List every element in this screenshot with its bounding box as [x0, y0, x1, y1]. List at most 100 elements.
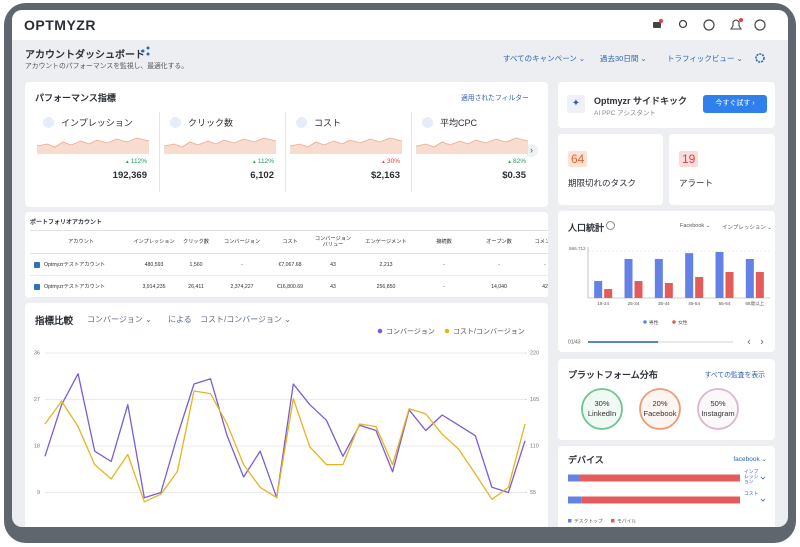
metric: コスト ▲ 30% $2,163 [285, 112, 406, 192]
network-filter[interactable]: Facebook [680, 223, 710, 229]
metric-icon [296, 117, 307, 128]
sparkline [37, 137, 149, 154]
metric: 平均CPC ▲ 82% $0.35 [411, 112, 532, 192]
expand-chevron[interactable] [760, 498, 766, 502]
prev-arrow[interactable] [747, 339, 751, 345]
x-tick-label: 45-54 [688, 301, 700, 306]
metric-value: $2,163 [370, 170, 400, 181]
megaphone-icon[interactable] [653, 22, 661, 28]
search-icon[interactable] [678, 19, 688, 29]
filter-link[interactable]: 適用されたフィルター [461, 95, 529, 102]
header-icons [653, 18, 766, 31]
y-tick-label: 36 [34, 350, 40, 356]
metric-value: 192,369 [112, 170, 147, 181]
bar-segment [580, 474, 740, 482]
alerts-card[interactable]: 19 アラート [669, 134, 775, 205]
legend-marker [611, 519, 615, 523]
cell: - [470, 253, 528, 276]
trend-arrow: ▲ [507, 159, 513, 164]
network-selector[interactable]: facebook [733, 455, 767, 463]
series-line [44, 390, 526, 503]
metric-value: 6,102 [250, 170, 274, 181]
cell: €7,067.68 [268, 253, 312, 276]
button-label: 今すぐ試す [715, 100, 751, 107]
series-line [44, 373, 526, 499]
comparison-card: 指標比較 コンバージョン による コスト/コンバージョン 9 18 27 36 55 11… [25, 303, 548, 527]
sparkline-line [37, 137, 149, 148]
column-header: アカウント [30, 230, 132, 254]
campaign-filter[interactable]: すべてのキャンペーン [503, 53, 585, 64]
metric-value: $0.35 [502, 170, 526, 181]
column-header: インプレッション [132, 230, 176, 254]
metric-change: ▲ 30% [381, 158, 400, 165]
bar [634, 281, 643, 298]
card-title: プラットフォーム分布 [568, 370, 658, 380]
change-value: 112% [257, 158, 274, 165]
cell: 2,213 [354, 253, 418, 276]
metric: クリック数 ▲ 112% 6,102 [159, 112, 280, 192]
portfolio-card: ポートフォリオアカウント アカウント インプレッション クリック数 コンバージョン コス… [25, 212, 548, 298]
settings-icon[interactable] [754, 52, 766, 64]
try-button[interactable]: 今すぐ試す › [703, 95, 767, 113]
bar [685, 253, 694, 298]
cell-text: 26,411 [188, 283, 204, 290]
change-value: 82% [512, 158, 526, 165]
audit-link[interactable]: すべての監査を表示 [704, 372, 765, 379]
platform-ring[interactable] [639, 388, 681, 430]
user-icon[interactable] [754, 19, 766, 31]
sidekick-subtitle: AI PPC アシスタント [594, 110, 656, 117]
metric-label: クリック数 [188, 118, 234, 128]
next-arrow[interactable] [760, 339, 764, 345]
cell: 480,593 [132, 253, 176, 276]
logo[interactable]: OPTMYZR [24, 17, 96, 33]
cell: 26,411 [176, 275, 216, 298]
platform-share: 50% [710, 399, 725, 408]
metric-selector[interactable]: コスト/コンバージョン [200, 314, 291, 325]
cell-text: - [241, 261, 243, 268]
metric: インプレッション ▲ 112% 192,369 [33, 112, 153, 192]
task-label: 期限切れのタスク [568, 178, 637, 188]
platform-ring[interactable] [581, 388, 623, 430]
expand-chevron[interactable] [760, 476, 766, 480]
bell-icon[interactable] [729, 19, 743, 30]
cell: €16,800.69 [268, 275, 312, 298]
account-row[interactable]: Optmyzrテストアカウント 480,593 1,560 - €7,067.68 43 2… [30, 253, 548, 276]
column-header: オープン数 [470, 230, 528, 254]
bar-segment [581, 496, 740, 504]
cell-text: 2,213 [379, 261, 393, 268]
tasks-card[interactable]: 64 期限切れのタスク [558, 134, 663, 205]
metric-icon [170, 117, 181, 128]
next-button[interactable]: › [525, 144, 538, 157]
column-header: 接続数 [418, 230, 470, 254]
help-icon[interactable] [703, 19, 715, 31]
info-icon[interactable] [606, 221, 615, 230]
date-filter[interactable]: 過去30日間 [600, 53, 647, 64]
metric-change: ▲ 82% [507, 158, 526, 165]
metric-selector[interactable]: コンバージョン [87, 314, 152, 325]
account-row[interactable]: Optmyzrテストアカウント 3,914,235 26,411 2,374,227 €… [30, 275, 548, 298]
platform-ring[interactable] [697, 388, 739, 430]
card-title: デバイス [568, 455, 604, 465]
view-filter[interactable]: トラフィックビュー [667, 53, 743, 64]
cell-text: Optmyzrテストアカウント [44, 262, 106, 268]
legend-label: 男性 [649, 319, 659, 326]
legend-marker [672, 320, 676, 324]
alert-count: 19 [679, 151, 699, 167]
cell: 1,560 [176, 253, 216, 276]
legend-label: コンバージョン [386, 327, 435, 335]
column-header: コンバージョンバリュー [312, 230, 354, 254]
platform-name: Facebook [644, 409, 677, 418]
metric-filter[interactable]: インプレッション [722, 223, 772, 231]
sparkline-area [164, 138, 276, 154]
bar [654, 258, 663, 298]
sparkline [164, 137, 276, 154]
share-icon[interactable] [140, 46, 150, 56]
y-tick-label: 9 [37, 490, 40, 496]
bar [594, 281, 603, 298]
cell: 2,374,227 [216, 275, 268, 298]
network-icon [34, 261, 40, 268]
platform-card: プラットフォーム分布 すべての監査を表示 30% LinkedIn 20% Faceb… [558, 359, 775, 440]
cell: - [528, 253, 548, 276]
card-title: 指標比較 [35, 316, 74, 327]
